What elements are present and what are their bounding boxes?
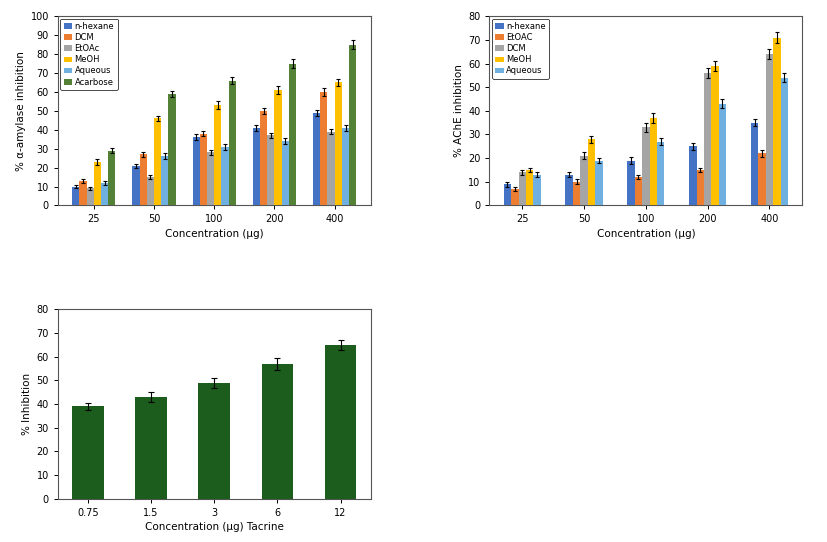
Bar — [261, 364, 294, 499]
Bar — [267, 136, 275, 205]
Bar — [581, 156, 588, 205]
Bar — [136, 397, 167, 499]
Bar — [275, 90, 282, 205]
Bar — [526, 170, 533, 205]
Y-axis label: % α-amylase inhibition: % α-amylase inhibition — [17, 51, 26, 171]
Bar — [758, 153, 766, 205]
Legend: n-hexane, EtOAC, DCM, MeOH, Aqueous: n-hexane, EtOAC, DCM, MeOH, Aqueous — [492, 19, 549, 79]
Bar — [533, 175, 541, 205]
Bar — [342, 128, 349, 205]
Bar — [751, 122, 758, 205]
Bar — [781, 78, 788, 205]
Bar — [649, 118, 657, 205]
Bar — [207, 152, 214, 205]
Bar — [101, 183, 108, 205]
Bar — [289, 63, 296, 205]
Bar — [766, 54, 773, 205]
Bar — [634, 177, 642, 205]
Bar — [519, 172, 526, 205]
Bar — [320, 92, 327, 205]
Bar — [588, 139, 595, 205]
Bar — [335, 82, 342, 205]
Bar — [327, 132, 335, 205]
Bar — [511, 189, 519, 205]
Bar — [198, 383, 230, 499]
Bar — [154, 118, 161, 205]
Bar — [711, 66, 719, 205]
Bar — [504, 184, 511, 205]
Bar — [169, 94, 175, 205]
Bar — [161, 156, 169, 205]
Bar — [689, 146, 696, 205]
Bar — [642, 127, 649, 205]
Bar — [349, 44, 356, 205]
Bar — [229, 81, 236, 205]
Bar — [147, 177, 154, 205]
X-axis label: Concentration (µg): Concentration (µg) — [165, 229, 264, 238]
Bar — [87, 189, 93, 205]
Bar — [260, 111, 267, 205]
Bar — [313, 113, 320, 205]
Bar — [595, 160, 603, 205]
Bar — [628, 160, 634, 205]
Bar — [93, 162, 101, 205]
Bar — [200, 133, 207, 205]
Y-axis label: % Inhibition: % Inhibition — [22, 373, 32, 435]
X-axis label: Concentration (µg) Tacrine: Concentration (µg) Tacrine — [145, 522, 284, 532]
Bar — [79, 181, 87, 205]
Bar — [696, 170, 704, 205]
X-axis label: Concentration (µg): Concentration (µg) — [596, 229, 696, 238]
Bar — [222, 147, 229, 205]
Bar — [704, 73, 711, 205]
Bar — [140, 154, 147, 205]
Bar — [193, 137, 200, 205]
Bar — [72, 186, 79, 205]
Bar — [657, 141, 664, 205]
Bar — [132, 166, 140, 205]
Legend: n-hexane, DCM, EtOAc, MeOH, Aqueous, Acarbose: n-hexane, DCM, EtOAc, MeOH, Aqueous, Aca… — [60, 19, 117, 90]
Bar — [253, 128, 260, 205]
Bar — [72, 406, 103, 499]
Bar — [566, 175, 573, 205]
Y-axis label: % AChE inhibition: % AChE inhibition — [454, 64, 464, 157]
Bar — [108, 151, 116, 205]
Bar — [214, 105, 222, 205]
Bar — [773, 37, 781, 205]
Bar — [719, 104, 726, 205]
Bar — [282, 141, 289, 205]
Bar — [325, 345, 356, 499]
Bar — [573, 182, 581, 205]
